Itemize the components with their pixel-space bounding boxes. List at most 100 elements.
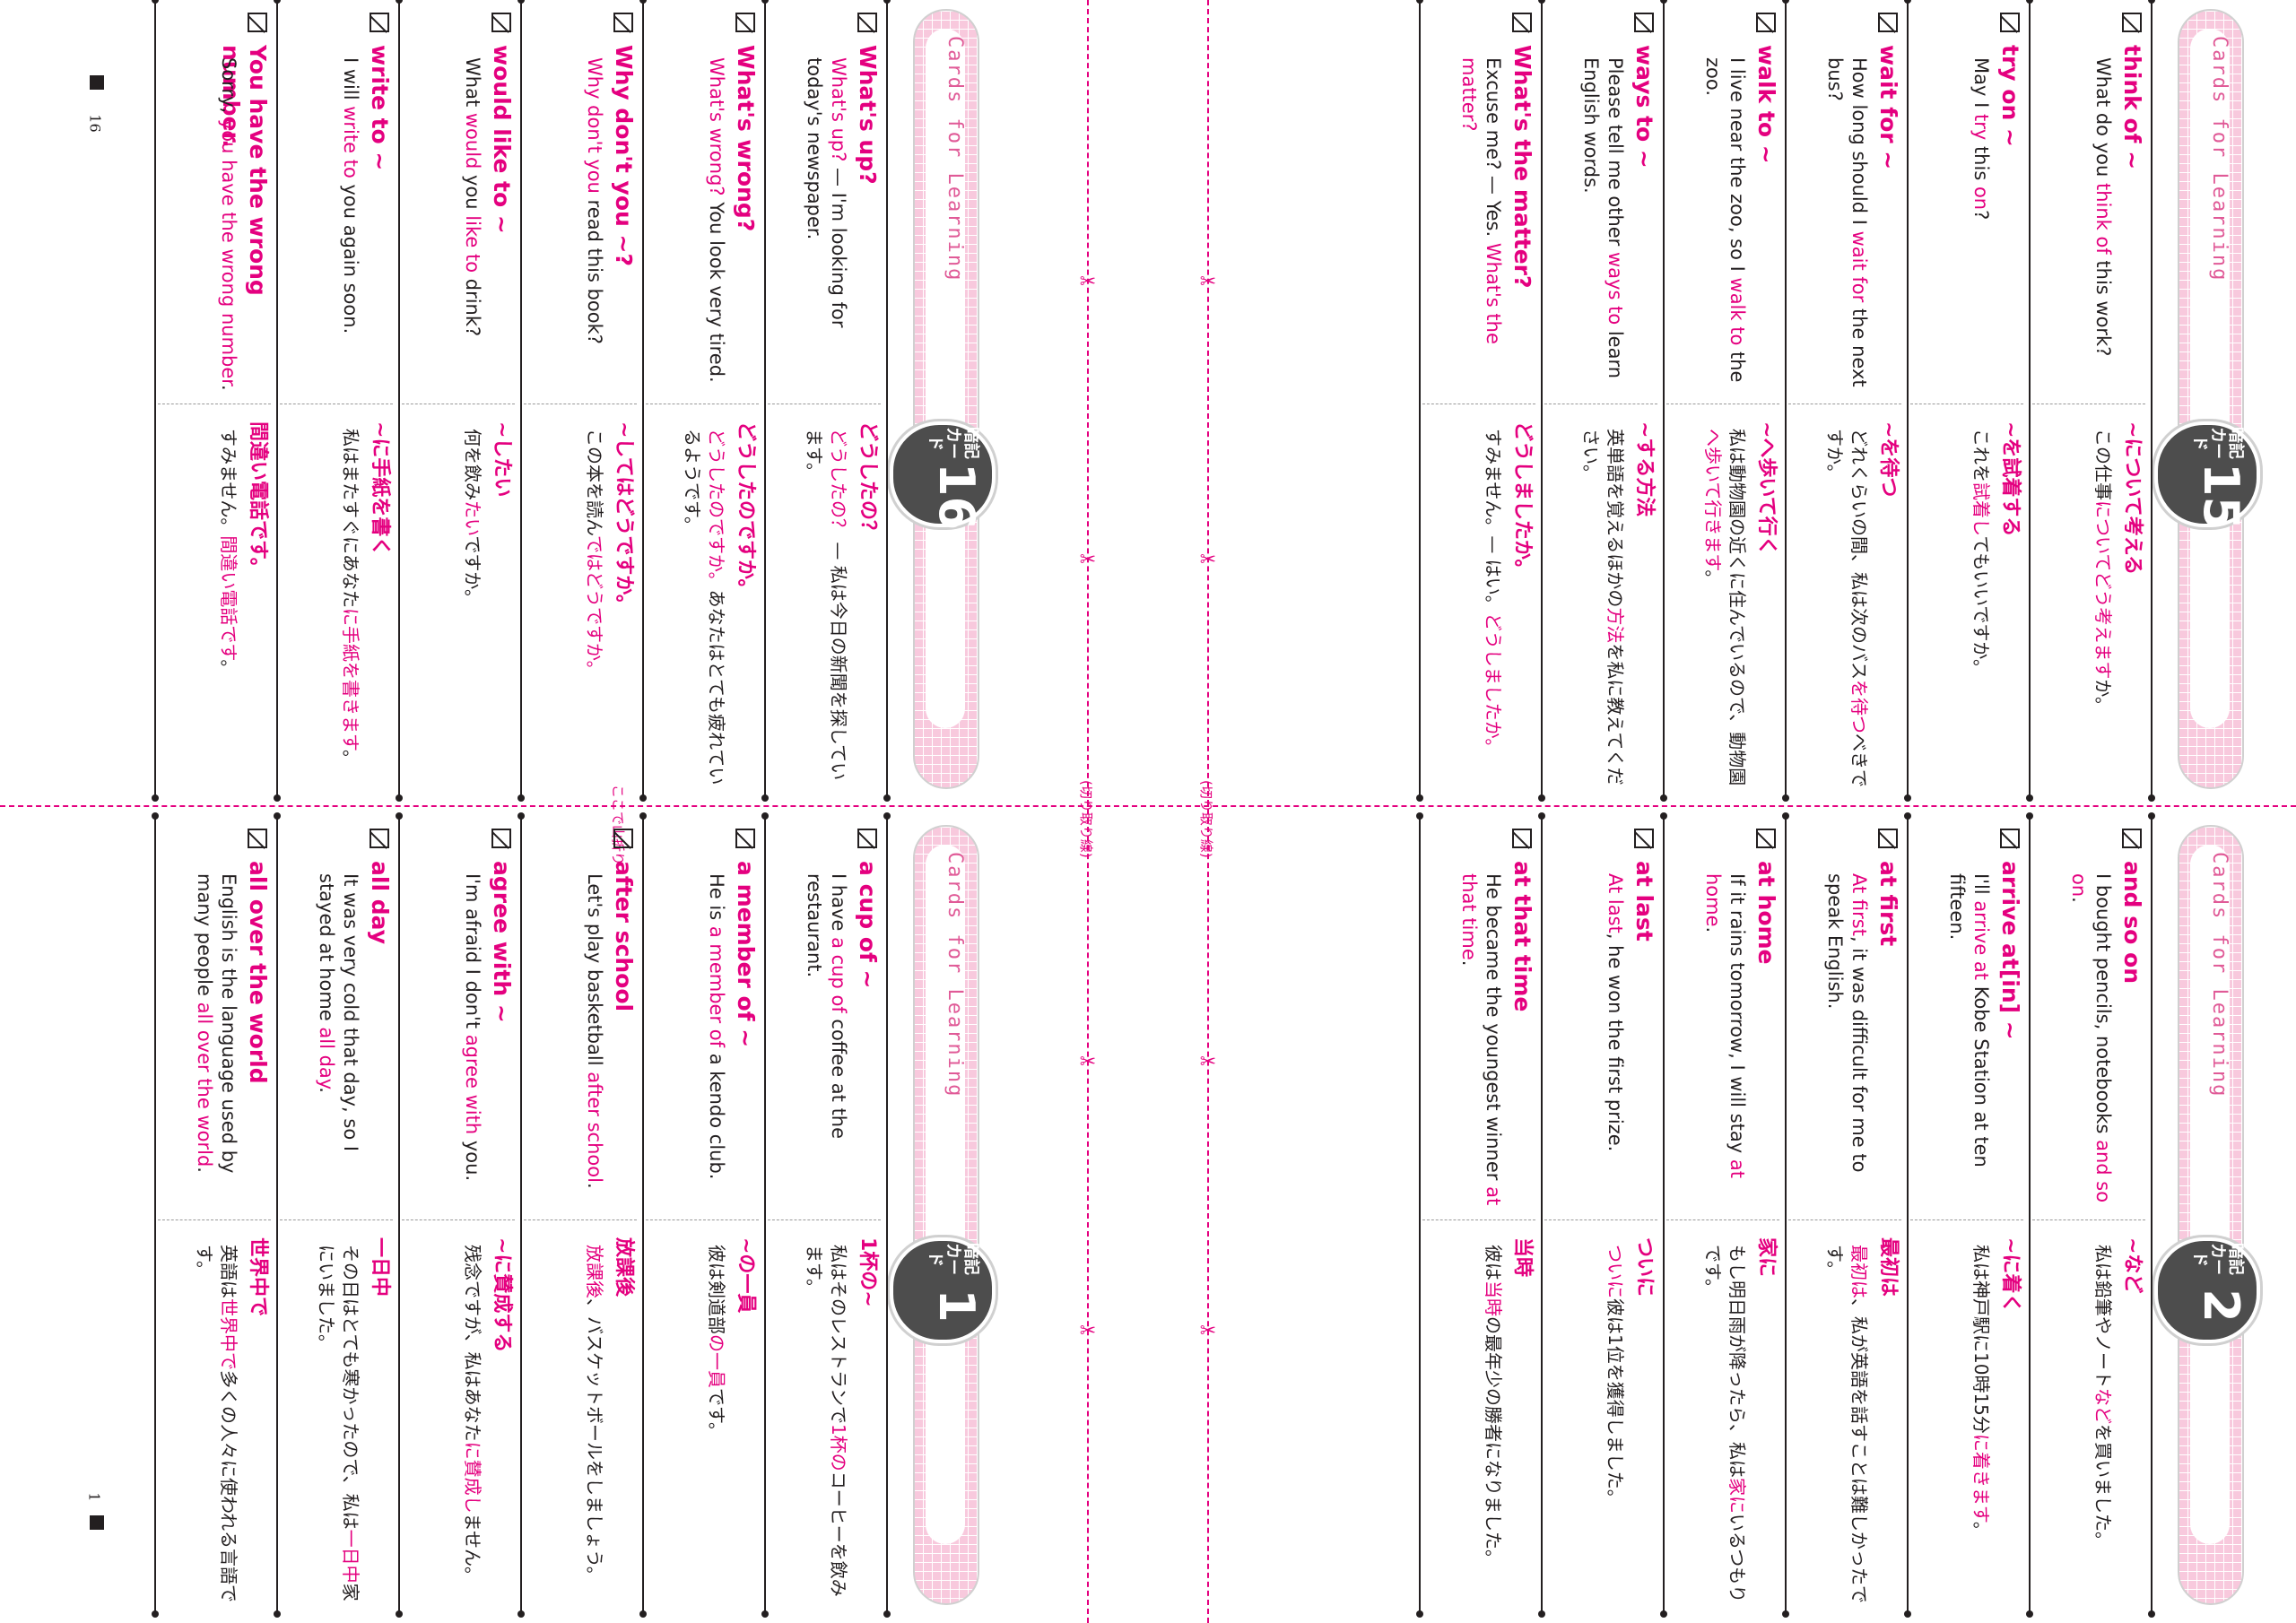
row-separator <box>1907 0 1909 798</box>
body-text: 彼は剣道部 <box>706 1245 727 1334</box>
highlight-text: を待つ <box>1848 680 1870 733</box>
checkbox[interactable] <box>2122 829 2142 848</box>
body-text: 彼は <box>1483 1245 1504 1280</box>
body-text: drink? <box>462 273 483 337</box>
checkbox[interactable] <box>1756 829 1776 848</box>
checkbox[interactable] <box>491 13 511 32</box>
body-text: How long should I <box>1848 57 1870 231</box>
checkbox[interactable] <box>613 13 633 32</box>
body-text: I bought pencils, notebooks <box>2092 873 2114 1141</box>
body-text: Please tell me other <box>1605 57 1626 252</box>
card-row: a member of ~ He is a member of a kendo c… <box>644 816 766 1614</box>
checkbox[interactable] <box>370 829 389 848</box>
body-text: you <box>462 169 483 216</box>
english-phrase: and so on <box>2119 861 2145 984</box>
highlight-text: ではどうですか。 <box>584 535 605 679</box>
body-text: this <box>1970 140 1992 187</box>
card-row: What's the matter? Excuse me? — Yes. What… <box>1421 0 1543 798</box>
fold-divider <box>280 1219 393 1220</box>
checkbox[interactable] <box>1878 13 1898 32</box>
body-text: What do you <box>2092 57 2114 183</box>
card-label: 暗記カード <box>2190 427 2245 459</box>
checkbox[interactable] <box>735 829 755 848</box>
checkbox[interactable] <box>370 13 389 32</box>
english-example: Why don't you read this book? <box>582 57 606 395</box>
checkbox[interactable] <box>613 829 633 848</box>
body-text: ですか。 <box>462 535 483 608</box>
checkbox[interactable] <box>1756 13 1776 32</box>
checkbox[interactable] <box>1634 829 1654 848</box>
japanese-example: 英単語を覚えるほかの方法を私に教えてください。 <box>1578 429 1627 789</box>
highlight-text: At first <box>1848 873 1870 936</box>
checkbox[interactable] <box>1512 13 1532 32</box>
japanese-example: 残念ですが、私はあなたに賛成しません。 <box>460 1245 484 1605</box>
english-example: I bought pencils, notebooks and so on. <box>2066 873 2115 1211</box>
body-text: 私は鉛筆やノート <box>2092 1245 2114 1388</box>
highlight-text: 放課後 <box>584 1245 605 1298</box>
body-text: の最年少の勝者になりました。 <box>1483 1316 1504 1567</box>
card-row: What's wrong? What's wrong? You look very… <box>644 0 766 798</box>
checkbox[interactable] <box>857 829 877 848</box>
fold-divider <box>1544 1219 1657 1220</box>
row-separator <box>764 0 766 798</box>
japanese-example: 私は神戸駅に10時15分に着きます。 <box>1969 1245 1993 1605</box>
japanese-phrase: ~してはどうですか。 <box>613 421 635 614</box>
row-separator <box>886 0 888 798</box>
card-tab: Cards for Learning 暗記カード 2 <box>2154 825 2260 1605</box>
checkbox[interactable] <box>1878 829 1898 848</box>
card-row: and so on I bought pencils, notebooks and… <box>2031 816 2152 1614</box>
card-row: all day It was very cold that day, so I s… <box>278 816 400 1614</box>
checkbox[interactable] <box>1634 13 1654 32</box>
body-text: you again soon. <box>340 178 361 334</box>
page-mark <box>90 75 104 90</box>
checkbox[interactable] <box>248 13 267 32</box>
body-text: I have <box>828 873 849 938</box>
checkbox[interactable] <box>2000 829 2020 848</box>
japanese-example: 放課後、バスケットボールをしましょう。 <box>582 1245 606 1605</box>
body-text: 私はまたすぐにあなた <box>340 429 361 608</box>
english-example: If it rains tomorrow, I will stay at hom… <box>1700 873 1749 1211</box>
checkbox[interactable] <box>735 13 755 32</box>
highlight-text: like to <box>462 215 483 273</box>
highlight-text: 方法 <box>1605 607 1626 644</box>
body-text: 、バスケットボールをしましょう。 <box>584 1298 605 1584</box>
body-text: Excuse me? — Yes. <box>1483 57 1504 243</box>
card-number-badge: 暗記カード 1 <box>890 1237 996 1343</box>
checkbox[interactable] <box>248 829 267 848</box>
body-text: I'll <box>1970 873 1992 901</box>
japanese-phrase: ~に賛成する <box>491 1237 513 1353</box>
japanese-example: ついに彼は1位を獲得しました。 <box>1603 1245 1627 1605</box>
checkbox[interactable] <box>1512 829 1532 848</box>
checkbox[interactable] <box>2122 13 2142 32</box>
card-row: Why don't you ~? Why don't you read this … <box>522 0 644 798</box>
english-example: May I try this on? <box>1969 57 1993 395</box>
highlight-text: agree with <box>462 1034 483 1135</box>
row-separator <box>2029 816 2031 1614</box>
card-number: 15 <box>2193 463 2249 531</box>
body-text: He became the youngest winner <box>1483 873 1504 1187</box>
japanese-example: 私はまたすぐにあなたに手紙を書きます。 <box>338 429 362 789</box>
english-example: Please tell me other ways to learn Engli… <box>1578 57 1627 395</box>
row-separator <box>1663 0 1665 798</box>
highlight-text: 1杯の <box>828 1424 849 1471</box>
highlight-text: would <box>462 112 483 169</box>
card-row: all over the world English is the languag… <box>156 816 278 1614</box>
english-example: What's up? — I'm looking for today's new… <box>802 57 850 395</box>
checkbox[interactable] <box>491 829 511 848</box>
highlight-text: どうしたの？ <box>828 429 849 536</box>
page-mark <box>90 1515 104 1530</box>
card-row: at first At first, it was difficult for m… <box>1787 816 1909 1614</box>
fold-divider <box>646 1219 759 1220</box>
checkbox[interactable] <box>857 13 877 32</box>
checkbox[interactable] <box>2000 13 2020 32</box>
japanese-phrase: 一日中 <box>369 1237 391 1298</box>
body-text: 。 <box>1970 1521 1992 1540</box>
card-number-badge: 暗記カード 16 <box>890 421 996 530</box>
body-text: ? <box>1970 210 1992 221</box>
fold-divider <box>524 1219 637 1220</box>
highlight-text: think of <box>2092 182 2114 255</box>
card-row: a cup of ~ I have a cup of coffee at the … <box>766 816 888 1614</box>
scissors-icon: ✂ <box>1199 1051 1217 1073</box>
card-row: write to ~ I will write to you again soon… <box>278 0 400 798</box>
body-text: 私はそのレストランで <box>828 1245 849 1424</box>
